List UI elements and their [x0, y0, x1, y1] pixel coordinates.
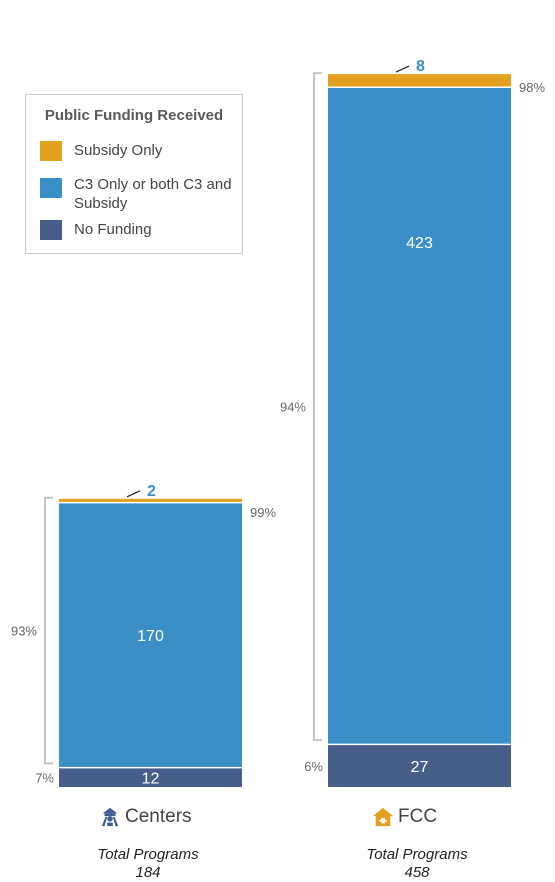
- total-label: Total Programs: [366, 846, 468, 863]
- bracket: [44, 496, 53, 765]
- legend-title: Public Funding Received: [44, 107, 224, 124]
- data-label: 423: [406, 235, 433, 252]
- category-label-fcc: FCC: [372, 806, 437, 828]
- percent-label: 6%: [304, 759, 323, 774]
- data-label: 8: [416, 58, 425, 75]
- bar-segment: [328, 745, 511, 787]
- percent-label: 94%: [280, 400, 306, 415]
- house-icon: [372, 807, 394, 827]
- bar-segment: [59, 503, 242, 767]
- legend-swatch: [40, 141, 62, 161]
- percent-label: 7%: [35, 771, 54, 786]
- leader-line: [126, 490, 141, 498]
- percent-label: 99%: [250, 505, 276, 520]
- legend-item-subsidy-only: Subsidy Only: [40, 141, 162, 161]
- category-label-centers: Centers: [99, 806, 192, 828]
- data-label: 12: [142, 771, 160, 788]
- category-label: Centers: [125, 806, 192, 827]
- legend-item-no-funding: No Funding: [40, 220, 152, 240]
- total-programs-fcc: Total Programs 458: [337, 846, 497, 882]
- school-building-icon: [101, 807, 119, 827]
- category-label: FCC: [398, 806, 438, 827]
- bar-segment: [59, 768, 242, 787]
- percent-label: 98%: [519, 80, 545, 95]
- leader-line: [395, 65, 410, 73]
- data-label: 27: [411, 759, 429, 776]
- legend-swatch: [40, 178, 62, 198]
- data-label: 170: [137, 628, 164, 645]
- percent-label: 93%: [11, 624, 37, 639]
- total-label: Total Programs: [97, 846, 199, 863]
- total-value: 458: [404, 864, 430, 881]
- legend-item-c3: C3 Only or both C3 and Subsidy: [40, 175, 239, 213]
- bracket: [313, 72, 322, 742]
- total-programs-centers: Total Programs 184: [68, 846, 228, 882]
- legend-swatch: [40, 220, 62, 240]
- legend-label: No Funding: [74, 221, 152, 238]
- data-label: 2: [147, 483, 156, 500]
- legend-label: C3 Only or both C3 and Subsidy: [74, 176, 232, 212]
- total-value: 184: [135, 864, 161, 881]
- legend-label: Subsidy Only: [74, 142, 163, 159]
- bar-segment: [59, 498, 242, 502]
- bar-segment: [328, 88, 511, 744]
- bar-segment: [328, 74, 511, 87]
- legend: Public Funding Received Subsidy Only C3 …: [25, 94, 243, 254]
